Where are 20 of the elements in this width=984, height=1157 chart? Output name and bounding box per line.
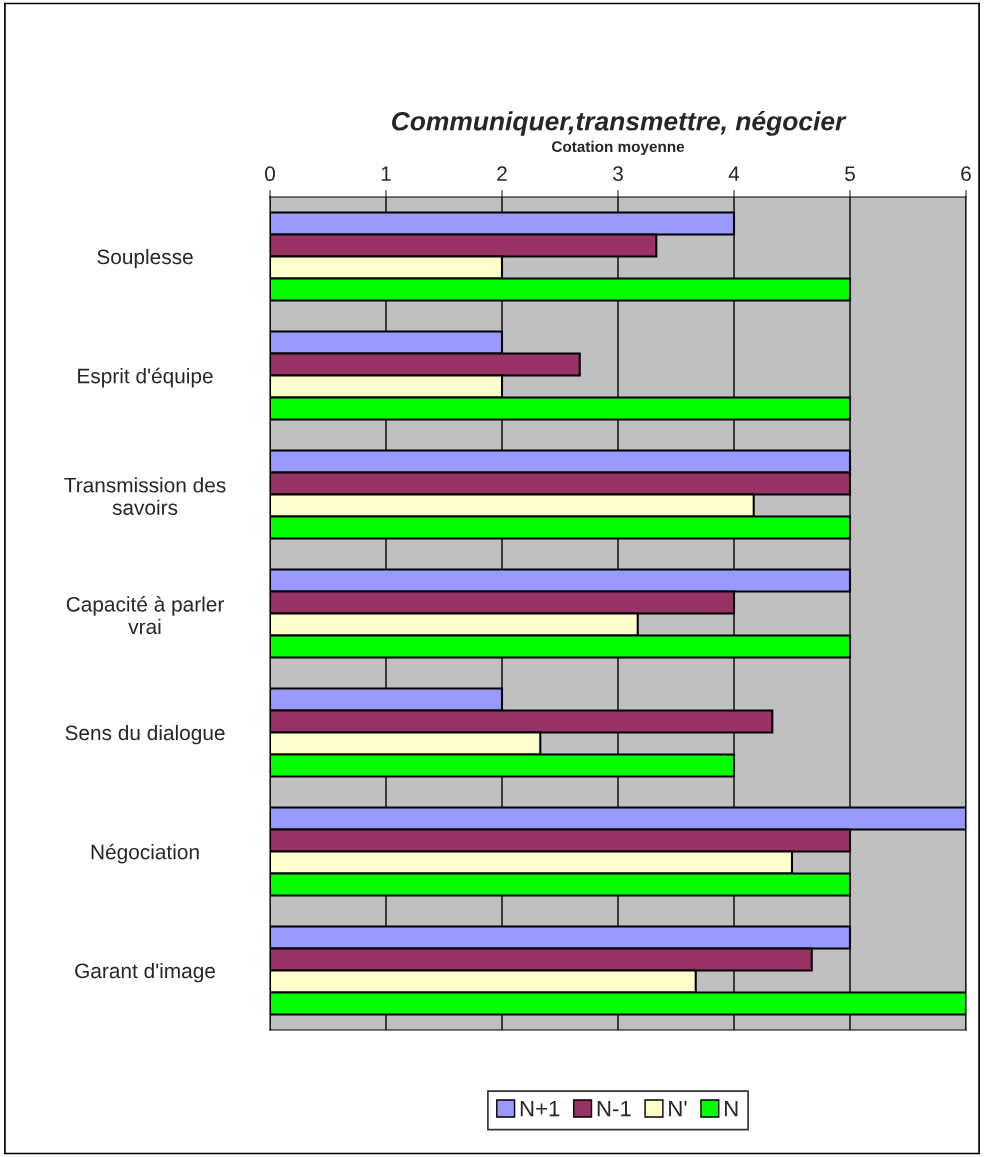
legend-label: N'	[669, 1100, 687, 1117]
x-tick-label: 1	[381, 166, 391, 181]
y-tick-label: Transmission des savoirs	[64, 477, 226, 515]
legend-label: N-1	[597, 1100, 631, 1117]
x-tick-label: 3	[613, 166, 623, 182]
y-tick-label: Souplesse	[97, 248, 193, 269]
x-tick-label: 2	[497, 166, 507, 181]
y-tick-label: Garant d'image	[75, 962, 215, 983]
x-tick-label: 0	[265, 166, 275, 182]
x-axis-title: Cotation moyenne	[552, 140, 685, 156]
y-tick-label: Esprit d'équipe	[78, 367, 213, 388]
chart-title: Communiquer,transmettre, négocier	[392, 110, 847, 136]
x-tick-label: 6	[961, 166, 971, 182]
y-tick-label: Négociation	[91, 843, 199, 864]
legend-label: N+1	[520, 1100, 560, 1117]
x-tick-label: 5	[845, 166, 855, 182]
y-tick-label: Sens du dialogue	[65, 724, 225, 745]
x-tick-label: 4	[728, 166, 740, 181]
legend-label: N	[724, 1100, 738, 1117]
y-tick-label: Capacité à parler vrai	[66, 596, 224, 635]
